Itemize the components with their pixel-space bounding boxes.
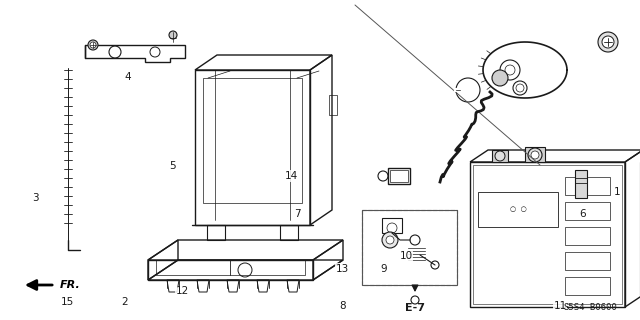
Bar xyxy=(207,225,225,240)
Text: 4: 4 xyxy=(125,72,131,82)
Text: ○  ○: ○ ○ xyxy=(509,206,526,212)
Bar xyxy=(565,277,610,295)
Text: 8: 8 xyxy=(339,300,346,311)
Circle shape xyxy=(531,151,539,159)
Circle shape xyxy=(528,148,542,162)
Circle shape xyxy=(382,232,398,248)
Bar xyxy=(382,218,402,233)
Text: 9: 9 xyxy=(381,264,387,274)
Bar xyxy=(478,192,558,227)
Text: 2: 2 xyxy=(122,297,128,308)
Circle shape xyxy=(492,70,508,86)
Text: 14: 14 xyxy=(285,171,298,181)
Bar xyxy=(525,147,545,162)
Circle shape xyxy=(602,36,614,48)
Text: 15: 15 xyxy=(61,297,74,308)
Bar xyxy=(575,170,587,198)
Circle shape xyxy=(90,42,96,48)
Text: 1: 1 xyxy=(614,187,621,197)
Text: FR.: FR. xyxy=(60,280,81,290)
Bar xyxy=(390,170,408,182)
Bar xyxy=(388,168,410,184)
Circle shape xyxy=(169,31,177,39)
Circle shape xyxy=(88,40,98,50)
Text: 12: 12 xyxy=(176,286,189,296)
Bar xyxy=(492,150,508,162)
Text: 11: 11 xyxy=(554,300,566,311)
Bar xyxy=(280,225,298,240)
Text: S5S4-B0600: S5S4-B0600 xyxy=(563,303,617,313)
Text: 3: 3 xyxy=(32,193,38,204)
Bar xyxy=(565,202,610,220)
Text: 5: 5 xyxy=(170,161,176,172)
Circle shape xyxy=(495,151,505,161)
Text: 13: 13 xyxy=(336,264,349,274)
Circle shape xyxy=(386,236,394,244)
Circle shape xyxy=(598,32,618,52)
Bar xyxy=(565,177,610,195)
Text: 7: 7 xyxy=(294,209,301,220)
Bar xyxy=(565,252,610,270)
Text: E-7: E-7 xyxy=(405,303,425,313)
Bar xyxy=(473,165,622,304)
Bar xyxy=(362,210,457,285)
Bar xyxy=(565,227,610,245)
Text: 6: 6 xyxy=(579,209,586,220)
Text: 10: 10 xyxy=(400,251,413,261)
Bar xyxy=(362,210,457,285)
